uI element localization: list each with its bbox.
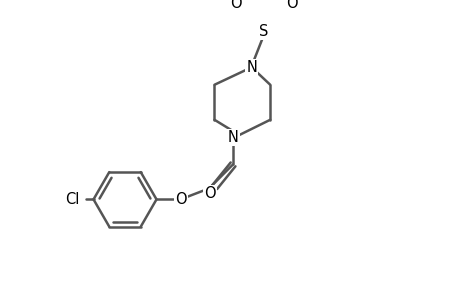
Text: O: O [285,0,297,11]
Text: Cl: Cl [65,192,79,207]
Text: N: N [227,130,238,145]
Text: O: O [204,186,216,201]
Text: N: N [246,60,257,75]
Text: S: S [259,24,268,39]
Text: O: O [230,0,241,11]
Text: O: O [174,192,186,207]
